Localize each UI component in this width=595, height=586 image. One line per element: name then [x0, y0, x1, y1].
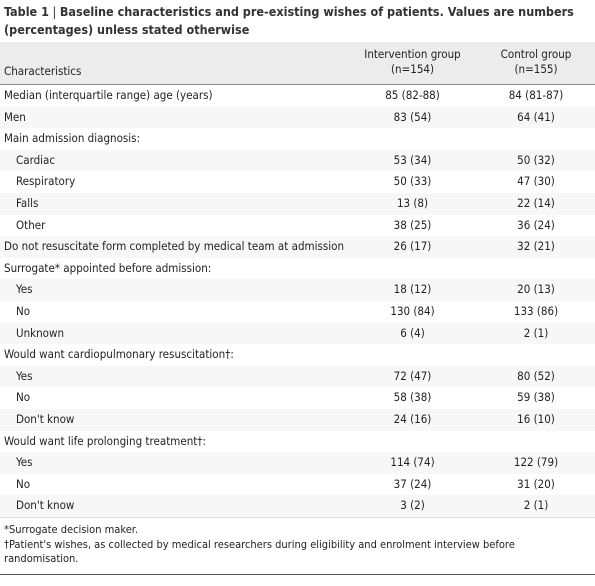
cell: 83 (54): [393, 109, 432, 124]
row-label: Yes: [16, 368, 33, 383]
table-label: Table 1: [4, 4, 49, 19]
cell: 2 (1): [523, 498, 549, 513]
cell: 85 (82-88): [385, 88, 440, 102]
row-label: No: [16, 304, 31, 318]
table-header: Characteristics Intervention group (n=15…: [0, 42, 595, 85]
table-row: Do not resuscitate form completed by med…: [0, 236, 595, 259]
row-label: Would want cardiopulmonary resuscitation…: [4, 347, 234, 362]
row-label: Don't know: [16, 412, 75, 426]
table-title: Table 1 | Baseline characteristics and p…: [4, 4, 574, 37]
row-label: Falls: [16, 196, 39, 210]
row-label: Do not resuscitate form completed by med…: [4, 239, 345, 254]
cell: 133 (86): [513, 304, 559, 318]
cell: 20 (13): [517, 282, 555, 297]
table-row: Main admission diagnosis:: [0, 128, 595, 151]
cell: 31 (20): [517, 476, 555, 491]
cell: 84 (81-87): [508, 88, 564, 102]
row-label: Yes: [16, 455, 33, 470]
cell: 36 (24): [517, 217, 555, 232]
cell: 58 (38): [393, 390, 432, 405]
row-label: Main admission diagnosis:: [4, 131, 141, 146]
table-row: Men 83 (54) 64 (41): [0, 106, 595, 130]
row-label: Median (interquartile range) age (years): [4, 88, 213, 102]
row-label: Cardiac: [16, 152, 56, 167]
cell: 2 (1): [523, 325, 549, 340]
table-row: Yes 72 (47) 80 (52): [0, 365, 595, 389]
cell: 13 (8): [396, 196, 429, 210]
table-row: Don't know 3 (2) 2 (1): [0, 495, 595, 518]
row-label: Would want life prolonging treatment†:: [4, 433, 206, 448]
row-label: No: [16, 390, 31, 405]
row-label: Surrogate* appointed before admission:: [4, 260, 212, 275]
cell: 114 (74): [390, 455, 435, 470]
row-label: Don't know: [16, 498, 75, 513]
cell: 50 (32): [517, 152, 555, 167]
cell: 130 (84): [390, 304, 435, 318]
cell: 22 (14): [517, 196, 555, 210]
cell: 64 (41): [517, 109, 555, 124]
table-row: Falls 13 (8) 22 (14): [0, 193, 595, 216]
cell: 26 (17): [393, 239, 432, 254]
table-row: Respiratory 50 (33) 47 (30): [0, 171, 595, 194]
table-row: Yes 18 (12) 20 (13): [0, 279, 595, 302]
footnote: *Surrogate decision maker.: [4, 523, 138, 536]
table-row: Cardiac 53 (34) 50 (32): [0, 149, 595, 173]
table-row: No 130 (84) 133 (86): [0, 301, 595, 324]
row-label: Respiratory: [16, 174, 76, 189]
cell: 3 (2): [400, 498, 425, 513]
cell: 6 (4): [400, 325, 425, 340]
cell: 24 (16): [393, 412, 432, 426]
table-row: No 37 (24) 31 (20): [0, 473, 595, 497]
footnotes: *Surrogate decision maker. †Patient's wis…: [4, 523, 589, 567]
table-row: Would want life prolonging treatment†:: [0, 430, 595, 454]
row-label: No: [16, 476, 31, 491]
row-label: Other: [16, 217, 46, 232]
table-row: No 58 (38) 59 (38): [0, 387, 595, 410]
cell: 18 (12): [393, 282, 432, 297]
footnote: †Patient's wishes, as collected by medic…: [4, 537, 515, 566]
row-label: Men: [4, 109, 26, 124]
header-cell: Intervention group (n=154): [364, 47, 461, 76]
cell: 32 (21): [517, 239, 555, 254]
header-cell: Characteristics: [4, 64, 82, 78]
table-row: Don't know 24 (16) 16 (10): [0, 409, 595, 432]
row-label: Yes: [16, 282, 33, 297]
table-row: Yes 114 (74) 122 (79): [0, 452, 595, 475]
cell: 50 (33): [393, 174, 432, 189]
cell: 47 (30): [517, 174, 555, 189]
cell: 16 (10): [517, 412, 555, 426]
cell: 122 (79): [513, 455, 559, 470]
table-row: Median (interquartile range) age (years)…: [0, 85, 595, 108]
cell: 59 (38): [517, 390, 555, 405]
table-row: Unknown 6 (4) 2 (1): [0, 322, 595, 346]
row-label: Unknown: [16, 325, 65, 340]
table-row: Would want cardiopulmonary resuscitation…: [0, 344, 595, 367]
cell: 53 (34): [393, 152, 432, 167]
cell: 38 (25): [393, 217, 432, 232]
bottom-rule: [0, 574, 595, 575]
cell: 37 (24): [393, 476, 432, 491]
table-row: Surrogate* appointed before admission:: [0, 257, 595, 281]
table-row: Other 38 (25) 36 (24): [0, 214, 595, 238]
cell: 72 (47): [393, 368, 432, 383]
title-text: Baseline characteristics and pre-existin…: [4, 4, 574, 37]
header-cell: Control group (n=155): [500, 47, 572, 76]
cell: 80 (52): [517, 368, 555, 383]
